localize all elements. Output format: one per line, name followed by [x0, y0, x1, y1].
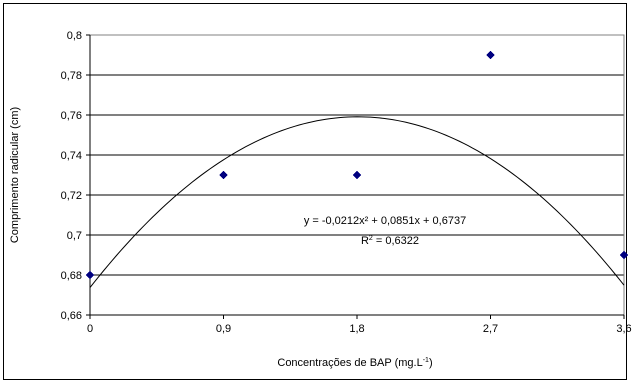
data-point — [219, 170, 228, 180]
y-tick-label: 0,66 — [61, 310, 82, 322]
x-axis-label-end: ) — [429, 357, 433, 369]
x-tick-label: 0,9 — [216, 323, 231, 335]
data-point — [486, 50, 495, 60]
y-tick-label: 0,72 — [61, 190, 82, 202]
x-axis-label: Concentrações de BAP (mg.L-1) — [277, 357, 432, 369]
r-squared-symbol: R — [361, 235, 369, 247]
data-point — [619, 250, 629, 260]
trendline — [89, 116, 625, 288]
y-axis-ticks: 0,66 0,68 0,7 0,72 0,74 0,76 0,78 0,8 — [61, 30, 90, 322]
y-axis-label: Comprimento radicular (cm) — [9, 107, 21, 243]
r-squared-value: = 0,6322 — [373, 235, 419, 247]
y-tick-label: 0,8 — [67, 30, 82, 42]
y-tick-label: 0,74 — [61, 150, 82, 162]
y-tick-label: 0,76 — [61, 110, 82, 122]
x-axis-label-superscript: -1 — [423, 357, 429, 364]
r-squared-exponent: 2 — [369, 235, 373, 242]
data-point — [85, 270, 95, 280]
y-tick-label: 0,78 — [61, 70, 82, 82]
x-tick-label: 2,7 — [483, 323, 498, 335]
x-tick-label: 3,6 — [616, 323, 631, 335]
x-tick-label: 0 — [87, 323, 93, 335]
x-axis-label-text: Concentrações de BAP (mg.L — [277, 357, 422, 369]
data-point — [352, 170, 362, 180]
y-tick-label: 0,68 — [61, 270, 82, 282]
x-axis-ticks: 0 0,9 1,8 2,7 3,6 — [87, 35, 632, 335]
trendline-equation: y = -0,0212x² + 0,0851x + 0,6737 — [304, 215, 466, 227]
chart-frame — [3, 3, 627, 380]
y-tick-label: 0,7 — [67, 230, 82, 242]
data-points — [85, 50, 629, 280]
r-squared-label: R2 = 0,6322 — [361, 235, 419, 247]
x-tick-label: 1,8 — [349, 323, 364, 335]
